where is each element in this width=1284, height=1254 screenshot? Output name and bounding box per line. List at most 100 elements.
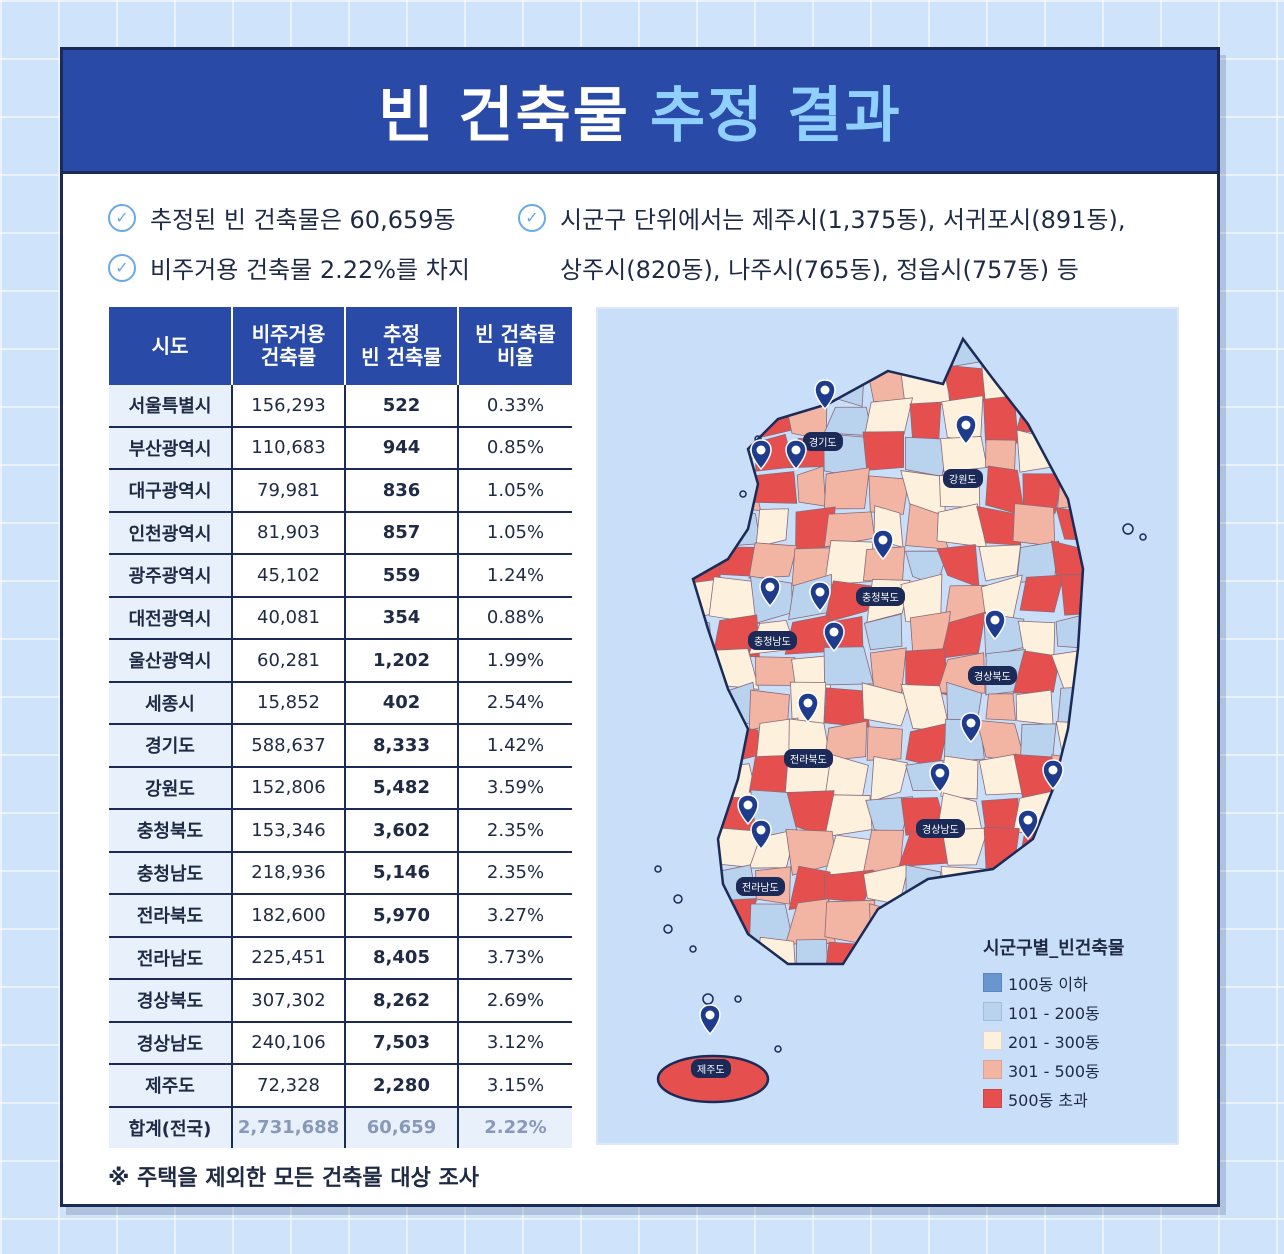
summary-bullets: ✓ 추정된 빈 건축물은 60,659동 ✓ 비주거용 건축물 2.22%를 차… bbox=[108, 200, 1188, 290]
legend-label: 100동 이하 bbox=[1008, 974, 1088, 994]
nonresidential-cell: 225,451 bbox=[232, 936, 346, 980]
district-region bbox=[1012, 339, 1057, 369]
district-region bbox=[796, 465, 826, 507]
district-region bbox=[693, 429, 719, 471]
vacant-cell: 944 bbox=[345, 426, 459, 470]
district-region bbox=[750, 971, 799, 1014]
table-row: 부산광역시 110,683 944 0.85% bbox=[109, 426, 572, 470]
table-row: 충청남도 218,936 5,146 2.35% bbox=[109, 851, 572, 895]
map-pin-icon bbox=[759, 576, 781, 608]
map-label-jeonbuk: 전라북도 bbox=[784, 749, 833, 768]
region-cell: 대전광역시 bbox=[109, 596, 233, 640]
district-region bbox=[693, 609, 713, 658]
map-pin-icon bbox=[750, 439, 772, 471]
district-region bbox=[693, 797, 722, 837]
nonresidential-cell: 15,852 bbox=[232, 681, 346, 725]
ratio-cell: 3.73% bbox=[458, 936, 572, 980]
district-region bbox=[823, 467, 871, 510]
header-region: 시도 bbox=[109, 307, 233, 385]
district-region bbox=[1092, 766, 1141, 796]
district-region bbox=[1095, 726, 1134, 761]
nonresidential-cell: 79,981 bbox=[232, 469, 346, 513]
region-cell: 제주도 bbox=[109, 1064, 233, 1108]
vacant-cell: 1,202 bbox=[345, 639, 459, 683]
district-region bbox=[1092, 618, 1137, 658]
district-region bbox=[1093, 862, 1138, 901]
district-region bbox=[708, 723, 759, 769]
legend-swatch bbox=[983, 1089, 1002, 1108]
map-label-jeju: 제주도 bbox=[691, 1059, 731, 1078]
region-cell: 경상남도 bbox=[109, 1021, 233, 1065]
map-pin-icon bbox=[955, 414, 977, 446]
vacant-cell: 559 bbox=[345, 554, 459, 598]
ratio-cell: 0.88% bbox=[458, 596, 572, 640]
table-row: 대구광역시 79,981 836 1.05% bbox=[109, 469, 572, 513]
map-label-jeonnam: 전라남도 bbox=[736, 877, 785, 896]
district-region bbox=[983, 826, 1020, 872]
district-region bbox=[1022, 473, 1063, 515]
district-region bbox=[716, 944, 762, 964]
district-region bbox=[824, 794, 873, 838]
ratio-cell: 3.27% bbox=[458, 894, 572, 938]
legend-swatch bbox=[983, 1060, 1002, 1079]
ratio-cell: 2.35% bbox=[458, 851, 572, 895]
legend-item: 500동 초과 bbox=[983, 1084, 1124, 1113]
table-row: 광주광역시 45,102 559 1.24% bbox=[109, 554, 572, 598]
total-vacant-cell: 60,659 bbox=[345, 1106, 459, 1148]
district-region bbox=[1098, 545, 1140, 584]
district-region bbox=[1094, 835, 1140, 876]
region-cell: 대구광역시 bbox=[109, 469, 233, 513]
district-region bbox=[711, 339, 759, 368]
map-pin-icon bbox=[1042, 759, 1064, 791]
map-pin-icon bbox=[929, 762, 951, 794]
nonresidential-cell: 156,293 bbox=[232, 385, 346, 428]
district-region bbox=[1091, 469, 1130, 505]
ratio-cell: 1.99% bbox=[458, 639, 572, 683]
region-cell: 경기도 bbox=[109, 724, 233, 768]
district-region bbox=[693, 831, 720, 876]
district-region bbox=[1055, 507, 1083, 541]
region-cell: 충청남도 bbox=[109, 851, 233, 895]
district-region bbox=[715, 364, 750, 399]
district-region bbox=[870, 755, 909, 803]
total-ratio-cell: 2.22% bbox=[458, 1106, 572, 1148]
district-region bbox=[1012, 503, 1056, 547]
table-row: 경상남도 240,106 7,503 3.12% bbox=[109, 1021, 572, 1065]
total-region-cell: 합계(전국) bbox=[109, 1106, 233, 1148]
vacant-cell: 522 bbox=[345, 385, 459, 428]
ratio-cell: 0.85% bbox=[458, 426, 572, 470]
map-pin-icon bbox=[785, 439, 807, 471]
district-region bbox=[1018, 358, 1062, 404]
nonresidential-cell: 153,346 bbox=[232, 809, 346, 853]
district-region bbox=[748, 542, 798, 579]
nonresidential-cell: 182,600 bbox=[232, 894, 346, 938]
district-region bbox=[712, 398, 755, 437]
bullet-2: ✓ 비주거용 건축물 2.22%를 차지 bbox=[108, 250, 470, 285]
district-region bbox=[1012, 650, 1061, 694]
district-region bbox=[864, 977, 912, 1017]
district-region bbox=[693, 904, 723, 937]
region-cell: 전라남도 bbox=[109, 936, 233, 980]
vacant-building-table: 시도 비주거용 건축물 추정 빈 건축물 빈 건축물 비율 서울특별시 156,293 5… bbox=[109, 307, 572, 1148]
map-pin-icon bbox=[750, 819, 772, 851]
map-label-gangwon: 강원도 bbox=[943, 469, 983, 488]
district-region bbox=[937, 935, 983, 964]
nonresidential-cell: 240,106 bbox=[232, 1021, 346, 1065]
check-circle-icon: ✓ bbox=[518, 203, 546, 232]
check-circle-icon: ✓ bbox=[108, 203, 136, 232]
ratio-cell: 3.15% bbox=[458, 1064, 572, 1108]
district-region bbox=[1057, 685, 1083, 723]
district-region bbox=[693, 369, 713, 395]
table-row: 세종시 15,852 402 2.54% bbox=[109, 681, 572, 725]
legend-label: 500동 초과 bbox=[1008, 1090, 1088, 1110]
district-region bbox=[693, 396, 723, 439]
district-region bbox=[1050, 868, 1083, 906]
table-row: 경상북도 307,302 8,262 2.69% bbox=[109, 979, 572, 1023]
bullet-4: 상주시(820동), 나주시(765동), 정읍시(757동) 등 bbox=[560, 250, 1079, 285]
vacant-cell: 836 bbox=[345, 469, 459, 513]
district-region bbox=[904, 339, 948, 368]
district-region bbox=[899, 979, 947, 1018]
district-region bbox=[748, 339, 799, 373]
district-region bbox=[693, 650, 724, 687]
district-region bbox=[693, 727, 716, 761]
